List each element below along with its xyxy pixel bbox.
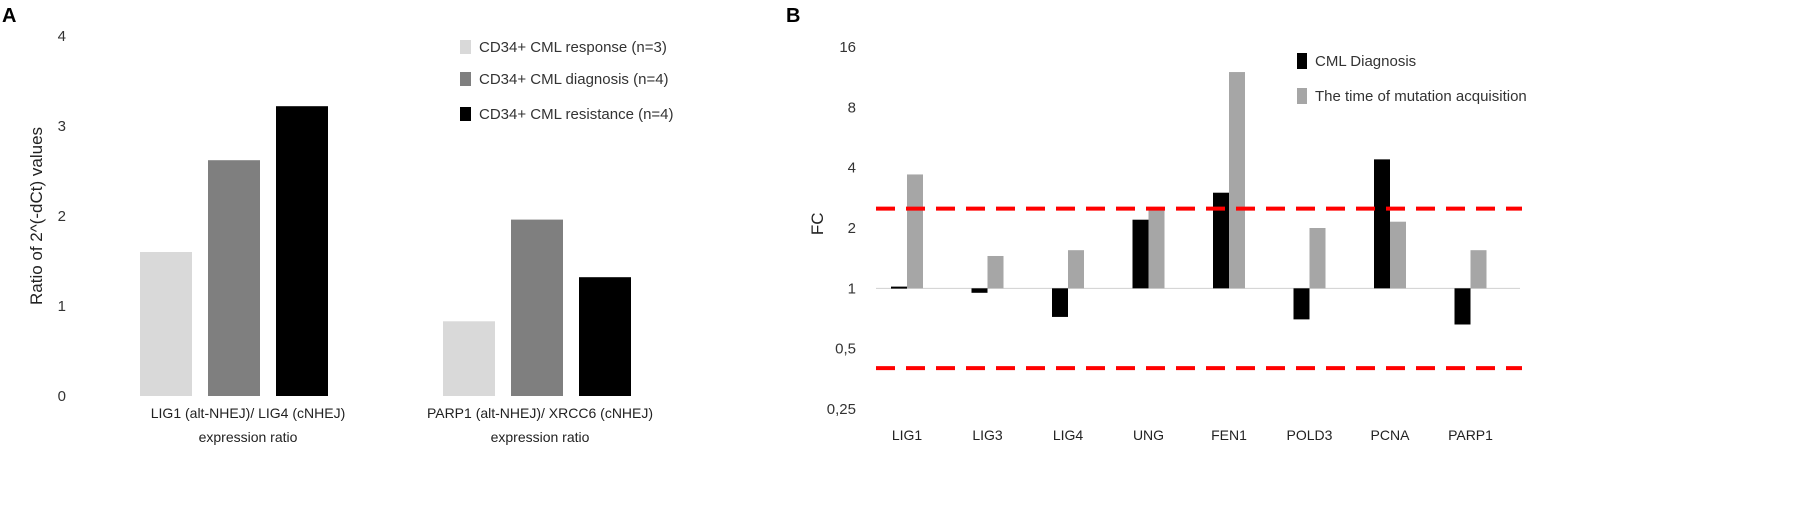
y-tick-label: 4 <box>848 160 856 177</box>
category-label-lig3: LIG3 <box>972 427 1003 443</box>
y-tick-label: 1 <box>58 298 66 315</box>
y-tick-label: 2 <box>848 220 856 237</box>
y-tick-label: 2 <box>58 208 66 225</box>
y-tick-label: 0,25 <box>827 401 856 418</box>
legend-swatch <box>1297 88 1307 104</box>
bar-parp1-mutation <box>1470 250 1487 289</box>
category-sublabel: expression ratio <box>491 429 590 445</box>
legend-swatch <box>1297 53 1307 69</box>
category-label: LIG1 (alt-NHEJ)/ LIG4 (cNHEJ) <box>151 405 345 421</box>
bar-lig3-mutation <box>987 255 1004 289</box>
category-label: PARP1 (alt-NHEJ)/ XRCC6 (cNHEJ) <box>427 405 653 421</box>
category-sublabel: expression ratio <box>199 429 298 445</box>
category-label-parp1: PARP1 <box>1448 427 1493 443</box>
panel-letter: A <box>2 5 16 27</box>
legend-swatch <box>460 107 471 121</box>
panel-letter: B <box>786 5 800 27</box>
bar-response-1 <box>140 252 192 396</box>
bar-lig4-diagnosis <box>1052 288 1068 317</box>
y-tick-label: 4 <box>58 28 66 45</box>
bar-ung-mutation <box>1148 208 1165 289</box>
bar-lig3-diagnosis <box>971 288 988 293</box>
category-label-ung: UNG <box>1133 427 1164 443</box>
legend-label: CML Diagnosis <box>1315 53 1416 70</box>
panel-b: B 16 8 4 2 1 0,5 0,25 FC LIG1 LIG3 LIG4 UNG FEN1 POLD3… <box>786 5 1527 443</box>
y-tick-label: 3 <box>58 118 66 135</box>
legend-swatch <box>460 40 471 54</box>
bar-fen1-diagnosis <box>1213 192 1229 289</box>
bar-diagnosis-2 <box>511 219 563 396</box>
category-label-fen1: FEN1 <box>1211 427 1247 443</box>
y-tick-label: 0,5 <box>835 341 856 358</box>
legend-label: CD34+ CML diagnosis (n=4) <box>479 71 669 88</box>
bar-resistance-2 <box>579 277 631 396</box>
category-label-lig4: LIG4 <box>1053 427 1084 443</box>
bar-diagnosis-1 <box>208 160 260 396</box>
bar-ung-diagnosis <box>1132 219 1149 289</box>
bar-resistance-1 <box>276 106 328 396</box>
bar-pcna-diagnosis <box>1374 159 1390 289</box>
category-label-pold3: POLD3 <box>1287 427 1333 443</box>
bar-lig1-mutation <box>907 174 923 289</box>
bar-pold3-diagnosis <box>1293 288 1310 320</box>
legend-label: CD34+ CML response (n=3) <box>479 39 667 56</box>
bar-pcna-mutation <box>1390 221 1406 289</box>
panel-a: A 0 1 2 3 4 Ratio of 2^(-dCt) values LIG1 (alt-… <box>2 5 674 445</box>
y-axis-label: Ratio of 2^(-dCt) values <box>27 127 46 305</box>
bar-fen1-mutation <box>1229 72 1245 289</box>
bar-lig1-diagnosis <box>891 286 907 289</box>
category-label-pcna: PCNA <box>1371 427 1411 443</box>
bar-pold3-mutation <box>1309 228 1326 289</box>
y-tick-label: 8 <box>848 99 856 116</box>
bar-parp1-diagnosis <box>1454 288 1471 325</box>
bar-response-2 <box>443 321 495 396</box>
y-axis-label: FC <box>808 212 827 235</box>
bar-lig4-mutation <box>1068 250 1084 289</box>
legend-label: The time of mutation acquisition <box>1315 88 1527 105</box>
category-label-lig1: LIG1 <box>892 427 923 443</box>
y-tick-label: 1 <box>848 280 856 297</box>
legend-swatch <box>460 72 471 86</box>
y-tick-label: 0 <box>58 388 66 405</box>
legend-label: CD34+ CML resistance (n=4) <box>479 106 674 123</box>
y-tick-label: 16 <box>839 39 856 56</box>
